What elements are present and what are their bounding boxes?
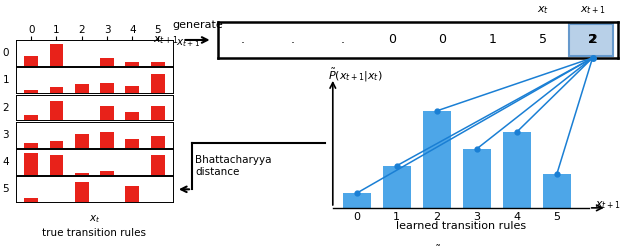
Y-axis label: 3: 3 xyxy=(3,130,9,140)
Bar xyxy=(423,111,451,208)
Text: 2: 2 xyxy=(589,33,596,46)
Bar xyxy=(100,132,114,148)
Text: $x_t$: $x_t$ xyxy=(89,213,100,225)
Text: 1: 1 xyxy=(489,33,497,46)
Bar xyxy=(503,132,531,208)
Text: $x_{t+1}$: $x_{t+1}$ xyxy=(580,4,605,16)
Text: 5: 5 xyxy=(539,33,547,46)
Bar xyxy=(24,115,38,120)
Bar xyxy=(125,112,140,120)
Bar xyxy=(24,153,38,175)
Text: $x_{t+1}$: $x_{t+1}$ xyxy=(154,34,179,46)
Bar xyxy=(24,56,38,66)
Text: .: . xyxy=(291,33,294,46)
Bar xyxy=(49,101,63,120)
Bar xyxy=(150,155,164,175)
Bar xyxy=(150,106,164,120)
Bar xyxy=(49,155,63,175)
Text: .: . xyxy=(241,33,244,46)
Text: 2: 2 xyxy=(588,33,597,46)
Text: learned transition rules: learned transition rules xyxy=(396,221,526,231)
Text: $x_{t+1}$: $x_{t+1}$ xyxy=(176,37,200,49)
Bar xyxy=(100,106,114,120)
Bar xyxy=(49,44,63,66)
Bar xyxy=(543,174,571,208)
Bar xyxy=(49,87,63,93)
Bar xyxy=(150,74,164,93)
Bar xyxy=(463,149,491,208)
Bar xyxy=(125,139,140,148)
Bar xyxy=(24,142,38,148)
Y-axis label: 1: 1 xyxy=(3,75,9,85)
Y-axis label: 0: 0 xyxy=(3,48,9,58)
Bar xyxy=(125,186,140,202)
Bar xyxy=(100,58,114,66)
Text: 0: 0 xyxy=(438,33,447,46)
Text: true transition rules: true transition rules xyxy=(42,228,147,238)
Bar xyxy=(24,198,38,202)
Text: $x_{t+1}$: $x_{t+1}$ xyxy=(595,200,621,211)
Bar xyxy=(100,83,114,93)
Bar xyxy=(150,136,164,148)
Bar xyxy=(125,62,140,66)
Bar xyxy=(75,173,89,175)
Bar xyxy=(75,84,89,93)
Bar xyxy=(383,166,411,208)
Bar xyxy=(343,193,371,208)
Text: $x_t$: $x_t$ xyxy=(536,4,548,16)
Text: .: . xyxy=(340,33,344,46)
Bar xyxy=(75,182,89,202)
Bar xyxy=(24,90,38,93)
Bar xyxy=(150,62,164,66)
Bar xyxy=(75,134,89,148)
Y-axis label: 5: 5 xyxy=(3,184,9,194)
Y-axis label: 2: 2 xyxy=(3,103,9,112)
Bar xyxy=(100,171,114,175)
Bar xyxy=(125,86,140,93)
Text: Bhattacharyya
distance: Bhattacharyya distance xyxy=(195,155,272,177)
Y-axis label: 4: 4 xyxy=(3,157,9,167)
Text: $\tilde{P}(x_{t+1}|x_t)$: $\tilde{P}(x_{t+1}|x_t)$ xyxy=(433,244,488,246)
Bar xyxy=(49,141,63,148)
Text: $\tilde{P}(x_{t+1}|x_t)$: $\tilde{P}(x_{t+1}|x_t)$ xyxy=(328,66,382,84)
FancyBboxPatch shape xyxy=(569,24,613,56)
Text: generate: generate xyxy=(172,20,223,30)
Text: 0: 0 xyxy=(388,33,397,46)
